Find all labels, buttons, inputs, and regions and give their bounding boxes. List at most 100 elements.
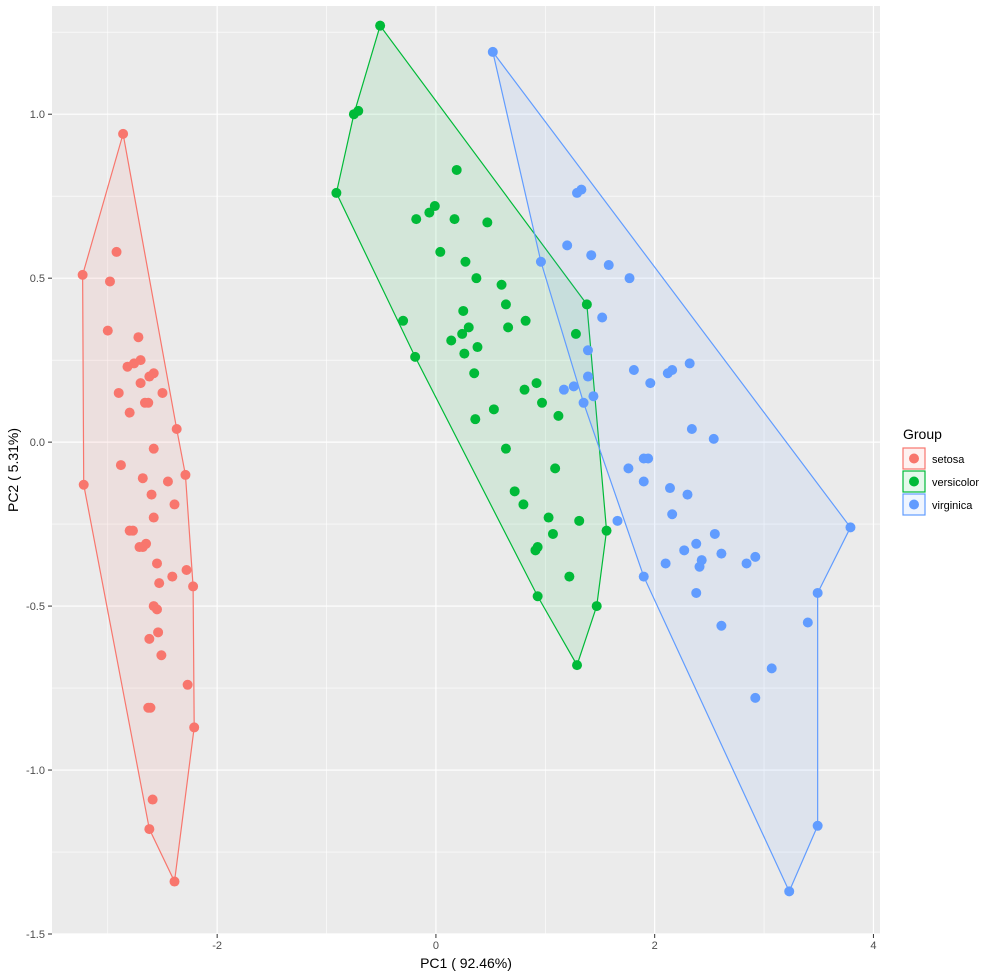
point-virginica [643,453,654,464]
point-versicolor [375,20,386,31]
point-setosa [115,460,126,471]
point-virginica [686,424,697,435]
point-virginica [638,571,649,582]
y-axis: -1.5 -1.0 -0.5 0.0 0.5 1.0 [26,109,52,941]
point-virginica [691,538,702,549]
point-versicolor [457,328,468,339]
point-setosa [148,368,159,379]
point-virginica [766,663,777,674]
point-versicolor [591,601,602,612]
point-setosa [162,476,173,487]
point-setosa [167,571,178,582]
point-versicolor [518,499,529,510]
point-versicolor [451,164,462,175]
point-virginica [708,433,719,444]
y-tick-label: -1.0 [26,765,45,777]
point-versicolor [496,279,507,290]
point-versicolor [550,463,561,474]
point-setosa [137,473,148,484]
legend-marker-virginica [909,499,919,510]
point-setosa [181,565,192,576]
point-setosa [148,512,159,523]
y-tick-label: 0.0 [30,437,45,449]
point-virginica [741,558,752,569]
point-versicolor [488,404,499,415]
point-virginica [664,483,675,494]
point-virginica [578,397,589,408]
point-setosa [135,355,146,366]
point-versicolor [459,348,470,359]
point-virginica [612,515,623,526]
x-axis-title: PC1 ( 92.46%) [420,955,512,971]
point-setosa [77,269,88,280]
x-axis: -2 0 2 4 [212,934,876,952]
point-versicolor [570,328,581,339]
legend-label-setosa: setosa [932,454,965,466]
point-versicolor [469,368,480,379]
point-setosa [134,542,145,553]
point-versicolor [472,342,483,353]
point-virginica [582,371,593,382]
point-setosa [153,627,164,638]
point-setosa [148,443,159,454]
point-versicolor [482,217,493,228]
point-setosa [102,325,113,336]
point-setosa [144,824,155,835]
y-tick-label: 0.5 [30,273,45,285]
point-versicolor [520,315,531,326]
point-versicolor [531,378,542,389]
point-virginica [628,364,639,375]
point-setosa [180,469,191,480]
y-tick-label: 1.0 [30,109,45,121]
group-hulls [82,24,852,893]
point-virginica [684,358,695,369]
point-virginica [660,558,671,569]
point-virginica [716,548,727,559]
point-virginica [750,692,761,703]
point-versicolor [503,322,514,333]
point-setosa [188,581,199,592]
point-versicolor [449,214,460,225]
point-versicolor [553,410,564,421]
point-versicolor [429,201,440,212]
hull-setosa [82,133,195,884]
point-virginica [691,587,702,598]
point-setosa [171,424,182,435]
point-setosa [144,633,155,644]
point-virginica [535,256,546,267]
point-virginica [582,345,593,356]
point-versicolor [574,515,585,526]
point-virginica [568,381,579,392]
point-setosa [124,407,135,418]
point-versicolor [500,443,511,454]
point-versicolor [543,512,554,523]
point-virginica [623,463,634,474]
legend-label-versicolor: versicolor [932,477,979,489]
point-virginica [682,489,693,500]
point-setosa [156,650,167,661]
point-versicolor [458,305,469,316]
point-versicolor [460,256,471,267]
point-virginica [624,273,635,284]
legend-marker-setosa [909,453,919,464]
point-virginica [638,476,649,487]
point-setosa [152,558,163,569]
point-virginica [716,620,727,631]
data-points [77,20,856,897]
point-setosa [157,387,168,398]
hull-versicolor [335,24,608,667]
point-virginica [586,250,597,261]
point-versicolor [424,207,435,218]
point-virginica [572,187,583,198]
point-virginica [812,587,823,598]
point-setosa [189,722,200,733]
point-virginica [750,551,761,562]
legend-label-virginica: virginica [932,500,973,512]
point-setosa [169,499,180,510]
point-virginica [588,391,599,402]
point-virginica [709,528,720,539]
point-versicolor [471,273,482,284]
point-setosa [182,679,193,690]
point-setosa [118,128,129,139]
point-setosa [104,276,115,287]
